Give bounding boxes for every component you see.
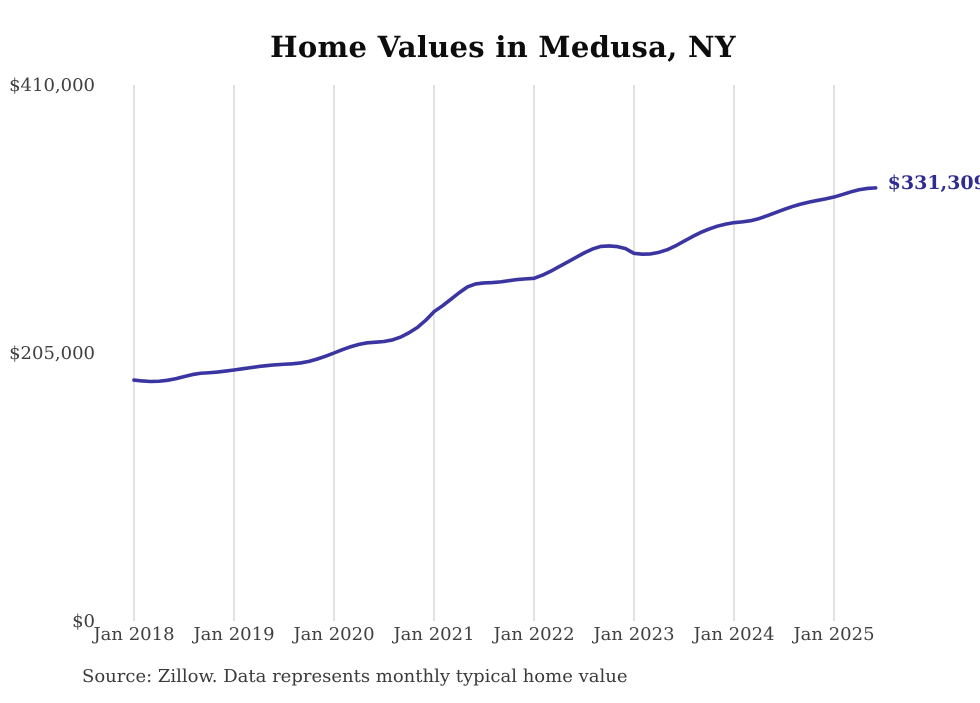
x-axis-tick-label: Jan 2024 xyxy=(691,624,774,645)
x-axis-tick-label: Jan 2020 xyxy=(291,624,374,645)
x-axis-tick-label: Jan 2021 xyxy=(391,624,474,645)
x-axis-tick-label: Jan 2019 xyxy=(191,624,274,645)
source-note: Source: Zillow. Data represents monthly … xyxy=(82,666,628,687)
y-axis-tick-labels: $410,000 $205,000 $0 xyxy=(9,75,95,632)
x-axis-tick-label: Jan 2018 xyxy=(91,624,174,645)
home-value-series-line xyxy=(132,186,878,384)
y-axis-tick-label: $205,000 xyxy=(9,343,95,364)
chart-title: Home Values in Medusa, NY xyxy=(270,30,736,64)
y-axis-tick-label: $0 xyxy=(72,611,95,632)
y-axis-tick-label: $410,000 xyxy=(9,75,95,96)
latest-value-label: $331,309 xyxy=(888,172,980,194)
gridlines xyxy=(133,85,835,621)
x-axis-tick-labels: Jan 2018 Jan 2019 Jan 2020 Jan 2021 Jan 2022… xyxy=(91,624,874,645)
x-axis-tick-label: Jan 2025 xyxy=(791,624,874,645)
x-axis-tick-label: Jan 2022 xyxy=(491,624,574,645)
x-axis-tick-label: Jan 2023 xyxy=(591,624,674,645)
